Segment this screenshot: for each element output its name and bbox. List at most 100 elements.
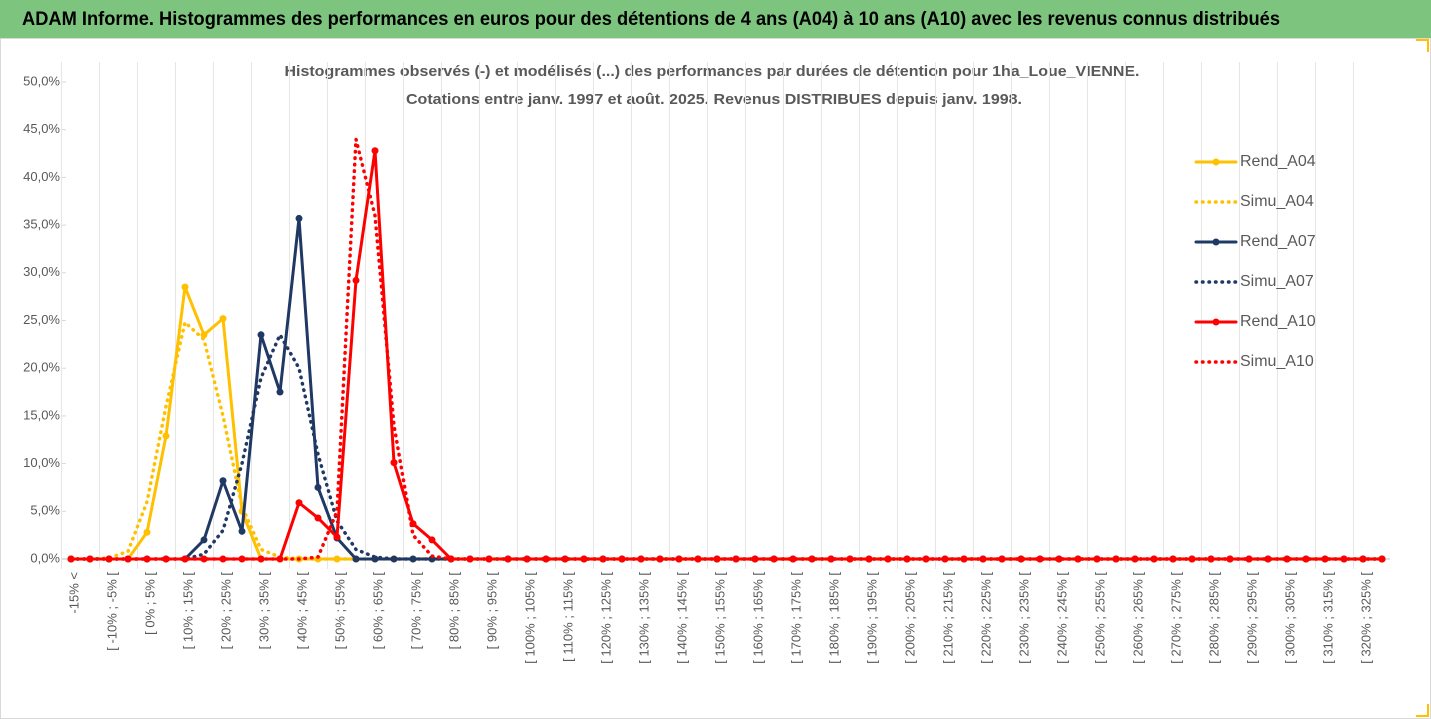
point <box>390 459 398 467</box>
y-tick-label: 0,0% <box>30 550 60 565</box>
x-tick-label: [ 110% ; 115% [ <box>560 572 575 662</box>
y-tick-label: 10,0% <box>23 455 60 470</box>
chart-title: Histogrammes observés (-) et modélisés (… <box>285 63 1140 80</box>
point <box>751 555 759 563</box>
legend-label: Simu_A10 <box>1240 353 1314 370</box>
point <box>181 283 189 291</box>
x-tick-label: [ 90% ; 95% [ <box>484 572 499 650</box>
y-tick-label: 45,0% <box>23 121 60 136</box>
point <box>352 276 360 284</box>
point <box>542 555 550 563</box>
header-bar <box>0 0 1431 38</box>
series-line <box>69 137 1384 561</box>
x-tick-label: [ 190% ; 195% [ <box>864 572 879 664</box>
point <box>162 555 170 563</box>
header-title: ADAM Informe. Histogrammes des performan… <box>22 9 1280 30</box>
point <box>770 555 778 563</box>
legend-label: Simu_A07 <box>1240 273 1314 290</box>
x-tick-label: [ 320% ; 325% [ <box>1358 572 1373 664</box>
x-tick-label: [ 180% ; 185% [ <box>826 572 841 664</box>
x-tick-label: [ 200% ; 205% [ <box>902 572 917 664</box>
x-tick-label: [ 160% ; 165% [ <box>750 572 765 664</box>
y-tick-label: 40,0% <box>23 169 60 184</box>
corner-mark <box>1416 704 1429 717</box>
point <box>276 388 284 396</box>
y-tick-label: 25,0% <box>23 312 60 327</box>
x-tick-label: [ 220% ; 225% [ <box>978 572 993 664</box>
point <box>200 536 208 544</box>
point <box>998 555 1006 563</box>
x-tick-label: [ 30% ; 35% [ <box>256 572 271 650</box>
legend-label: Rend_A07 <box>1240 233 1316 250</box>
x-tick-label: [ -10% ; -5% [ <box>104 572 119 651</box>
legend-label: Simu_A04 <box>1240 193 1314 210</box>
point <box>523 555 531 563</box>
x-tick-label: [ 70% ; 75% [ <box>408 572 423 650</box>
legend-marker <box>1212 158 1220 166</box>
y-tick-label: 30,0% <box>23 264 60 279</box>
x-tick-label: [ 40% ; 45% [ <box>294 572 309 650</box>
x-tick-label: [ 10% ; 15% [ <box>180 572 195 650</box>
point <box>1321 555 1329 563</box>
y-tick-label: 20,0% <box>23 360 60 375</box>
point <box>808 555 816 563</box>
x-tick-label: [ 50% ; 55% [ <box>332 572 347 650</box>
x-tick-label: [ 280% ; 285% [ <box>1206 572 1221 664</box>
legend-label: Rend_A04 <box>1240 153 1316 170</box>
x-tick-label: [ 130% ; 135% [ <box>636 572 651 664</box>
x-tick-label: [ 230% ; 235% [ <box>1016 572 1031 664</box>
point <box>352 555 360 563</box>
point <box>1283 555 1291 563</box>
legend-marker <box>1212 238 1220 246</box>
x-tick-label: [ 260% ; 265% [ <box>1130 572 1145 664</box>
point <box>561 555 569 563</box>
point <box>314 483 322 491</box>
x-tick-label: [ 0% ; 5% [ <box>142 572 157 635</box>
point <box>219 477 227 485</box>
point <box>1302 555 1310 563</box>
y-tick-label: 35,0% <box>23 217 60 232</box>
point <box>295 499 303 507</box>
point <box>371 147 379 155</box>
point <box>580 555 588 563</box>
legend-marker <box>1212 318 1220 326</box>
point <box>428 536 436 544</box>
x-tick-label: [ 250% ; 255% [ <box>1092 572 1107 664</box>
x-tick-label: [ 310% ; 315% [ <box>1320 572 1335 664</box>
x-tick-label: -15% < <box>66 572 81 614</box>
x-tick-label: [ 290% ; 295% [ <box>1244 572 1259 664</box>
point <box>162 432 170 440</box>
point <box>333 533 341 541</box>
point <box>143 528 151 536</box>
point <box>238 527 246 535</box>
point <box>827 555 835 563</box>
point <box>200 331 208 339</box>
x-tick-label: [ 120% ; 125% [ <box>598 572 613 664</box>
x-tick-label: [ 300% ; 305% [ <box>1282 572 1297 664</box>
point <box>1055 555 1063 563</box>
y-tick-label: 15,0% <box>23 407 60 422</box>
x-tick-label: [ 150% ; 155% [ <box>712 572 727 664</box>
x-tick-label: [ 80% ; 85% [ <box>446 572 461 650</box>
x-tick-label: [ 170% ; 175% [ <box>788 572 803 664</box>
y-tick-label: 5,0% <box>30 503 60 518</box>
point <box>143 555 151 563</box>
point <box>219 315 227 323</box>
x-tick-label: [ 100% ; 105% [ <box>522 572 537 664</box>
x-tick-label: [ 60% ; 65% [ <box>370 572 385 650</box>
point <box>257 331 265 339</box>
legend-label: Rend_A10 <box>1240 313 1316 330</box>
chart-frame <box>0 38 1431 719</box>
point <box>1264 555 1272 563</box>
corner-mark <box>1416 39 1429 52</box>
chart-subtitle: Cotations entre janv. 1997 et août. 2025… <box>406 91 1022 108</box>
point <box>1036 555 1044 563</box>
point <box>200 555 208 563</box>
point <box>181 555 189 563</box>
point <box>504 555 512 563</box>
x-tick-label: [ 140% ; 145% [ <box>674 572 689 664</box>
point <box>1245 555 1253 563</box>
point <box>295 214 303 222</box>
y-tick-label: 50,0% <box>23 73 60 88</box>
